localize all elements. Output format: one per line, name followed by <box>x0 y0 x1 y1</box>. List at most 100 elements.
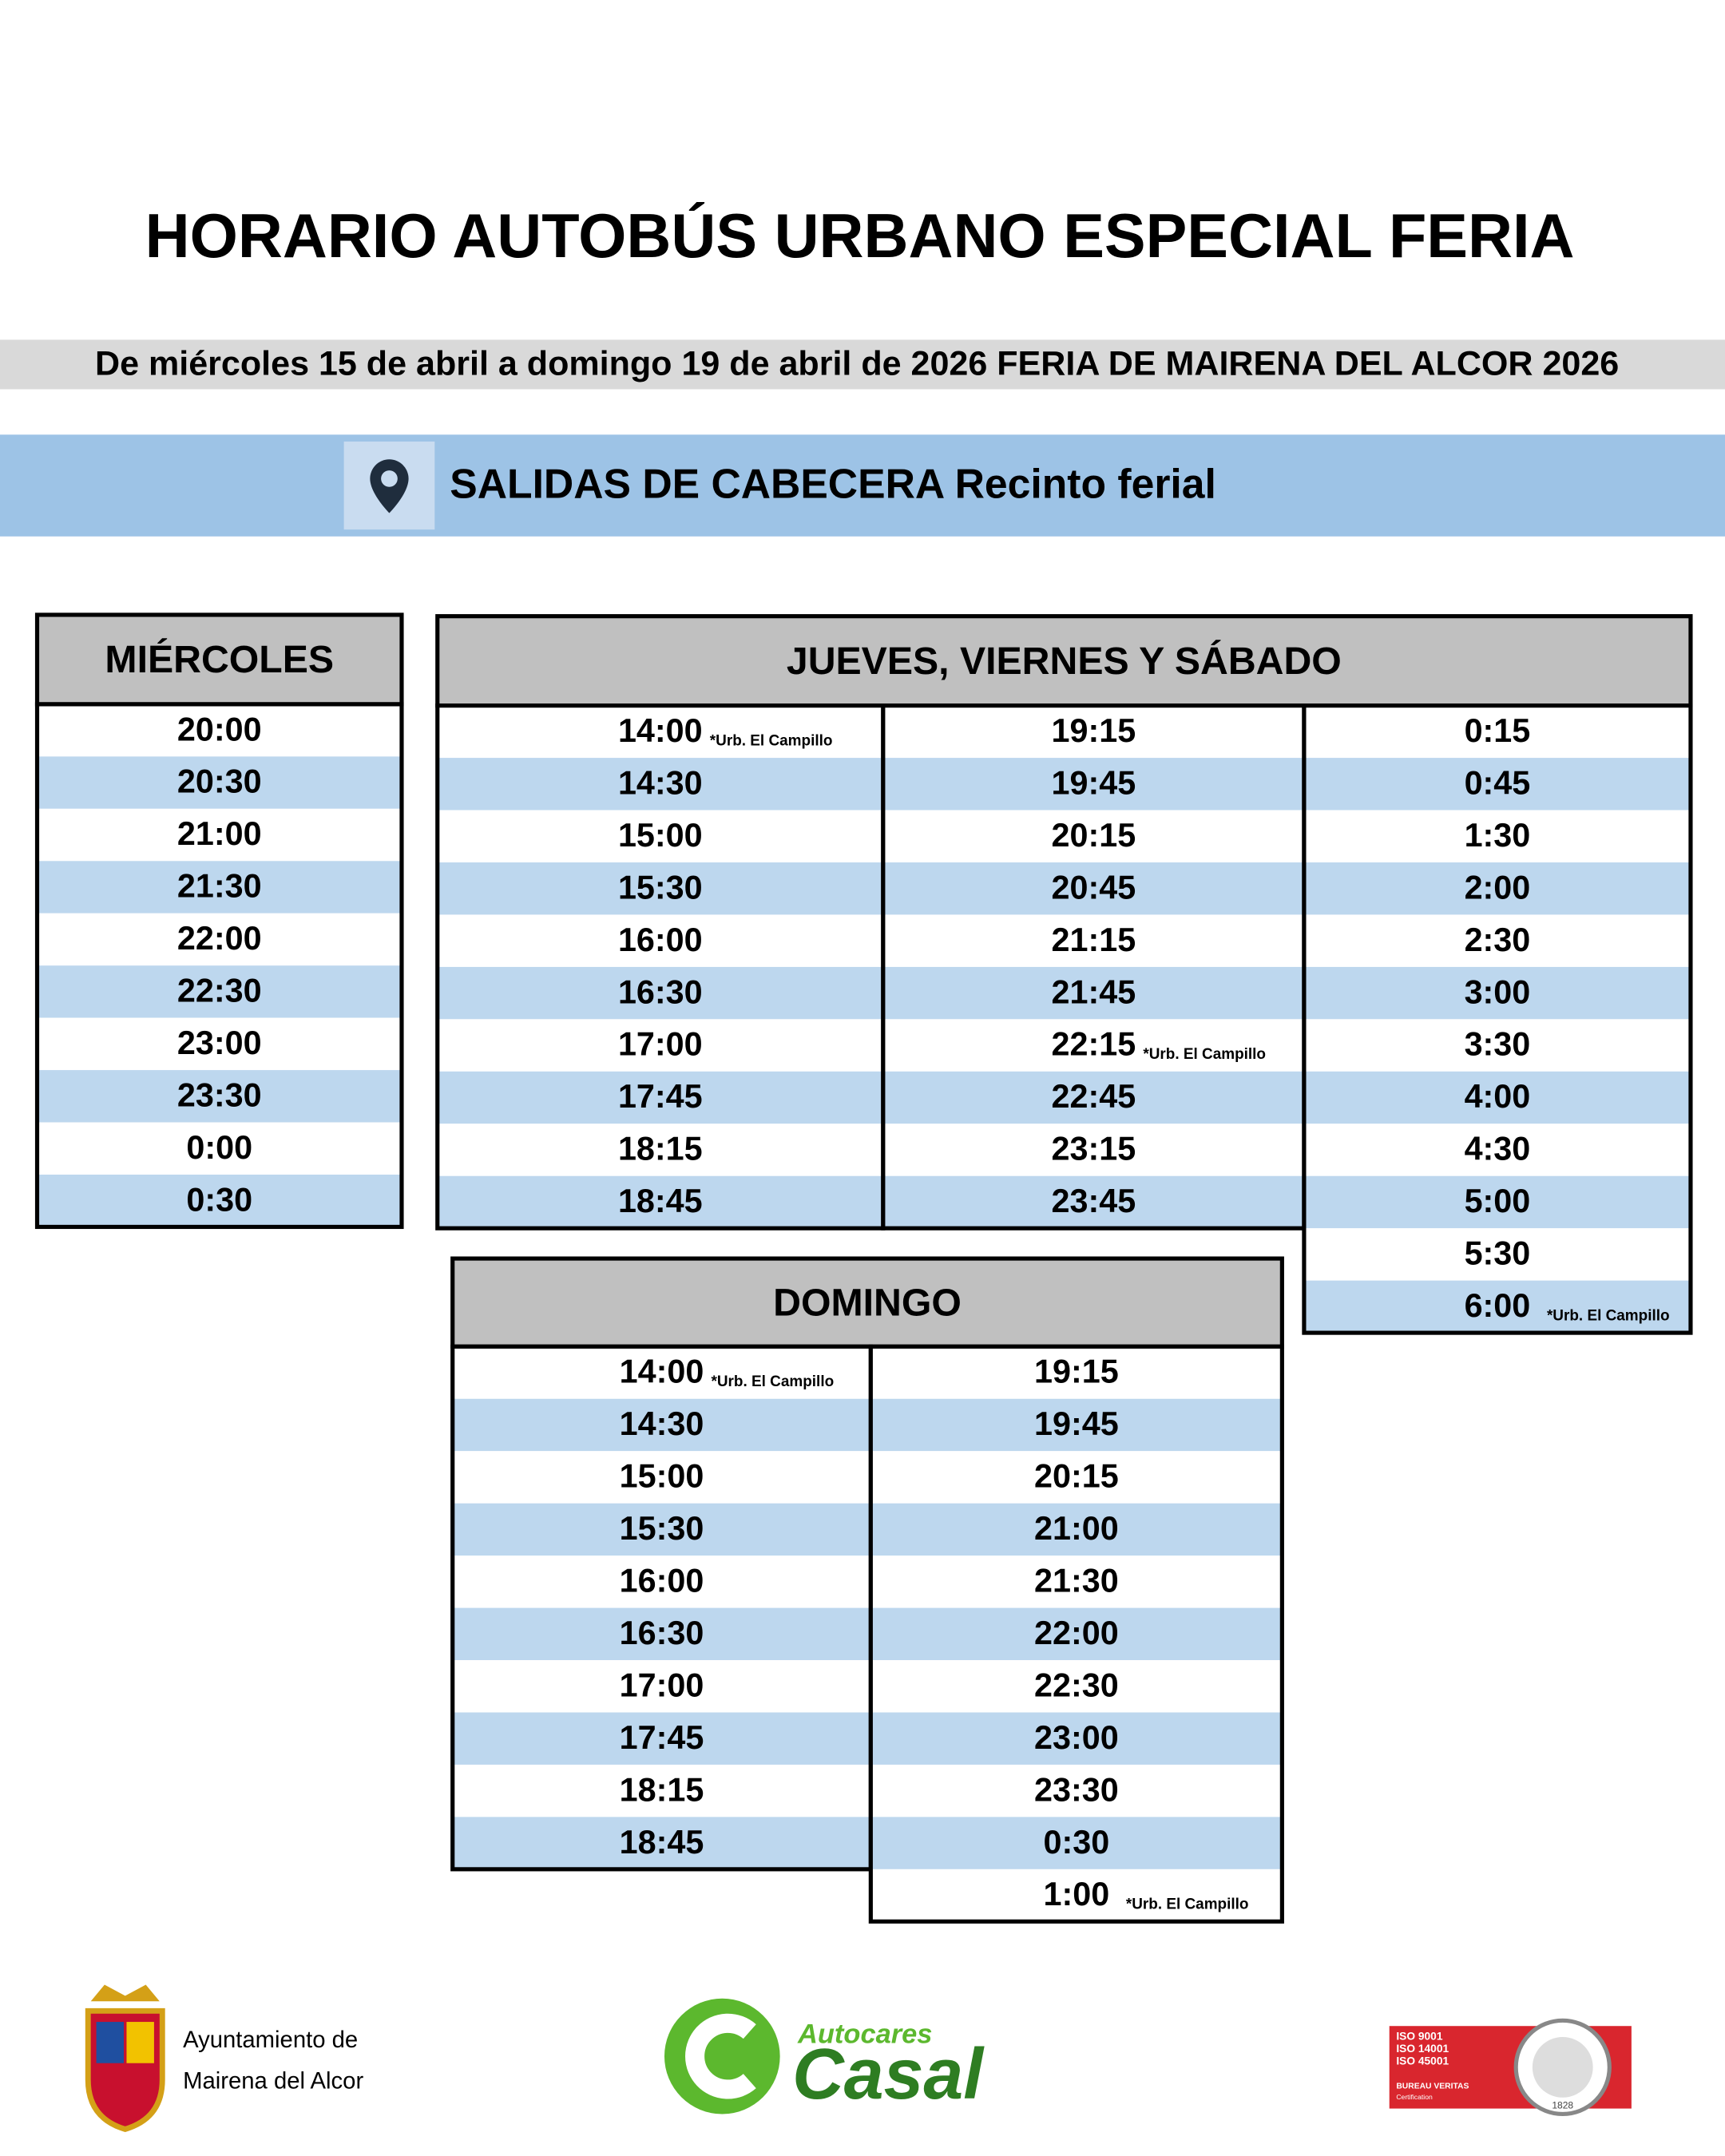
time: 15:30 <box>618 869 703 906</box>
time: 1:00 <box>1043 1876 1109 1912</box>
time: 23:30 <box>1034 1771 1119 1808</box>
time: 17:00 <box>618 1026 703 1063</box>
time: 23:00 <box>177 1024 262 1061</box>
time: 19:45 <box>1034 1405 1119 1442</box>
row <box>1303 966 1691 1020</box>
company-small: Autocares <box>797 2019 932 2049</box>
time: 2:30 <box>1465 921 1531 958</box>
row <box>1303 1019 1691 1072</box>
row <box>1303 1175 1691 1229</box>
row <box>1303 1124 1691 1176</box>
row <box>37 861 402 914</box>
time: 0:00 <box>186 1129 252 1166</box>
time: 15:00 <box>620 1458 704 1495</box>
row <box>870 1764 1283 1817</box>
time: 21:15 <box>1052 921 1136 958</box>
table-title: MIÉRCOLES <box>105 638 334 681</box>
row <box>882 758 1304 810</box>
time: 22:00 <box>177 920 262 957</box>
table-title: DOMINGO <box>773 1281 962 1324</box>
row <box>437 1175 883 1229</box>
row <box>882 1175 1304 1229</box>
date-band <box>0 339 1725 390</box>
row <box>452 1607 871 1661</box>
row <box>882 810 1304 862</box>
row <box>1303 914 1691 967</box>
time: 3:30 <box>1465 1026 1531 1063</box>
row <box>870 1451 1283 1504</box>
row <box>452 1712 871 1765</box>
row <box>1303 758 1691 810</box>
time-note: *Urb. El Campillo <box>1126 1896 1249 1913</box>
time: 6:00 <box>1465 1287 1531 1324</box>
column-border <box>34 702 404 1230</box>
row <box>882 1124 1304 1176</box>
row <box>37 1175 402 1227</box>
row <box>37 703 402 757</box>
time: 1:30 <box>1465 817 1531 854</box>
council-name: Mairena del Alcor <box>183 2068 363 2095</box>
time-note: *Urb. El Campillo <box>710 732 833 749</box>
row <box>882 862 1304 915</box>
time: 2:00 <box>1465 869 1531 906</box>
time: 0:15 <box>1465 712 1531 749</box>
row <box>452 1556 871 1608</box>
row <box>882 914 1304 967</box>
time: 21:30 <box>177 868 262 905</box>
row <box>882 705 1304 759</box>
row <box>870 1556 1283 1608</box>
cert-sub: Certification <box>1396 2093 1433 2101</box>
row <box>870 1346 1283 1399</box>
time: 18:15 <box>618 1131 703 1167</box>
cert-year: 1828 <box>1552 2099 1573 2110</box>
time: 18:45 <box>618 1183 703 1219</box>
row <box>1303 1071 1691 1124</box>
row <box>452 1398 871 1452</box>
row <box>882 966 1304 1020</box>
time: 16:00 <box>618 921 703 958</box>
time: 17:45 <box>618 1078 703 1115</box>
title: HORARIO AUTOBÚS URBANO ESPECIAL FERIA <box>145 202 1575 271</box>
time-note: *Urb. El Campillo <box>1143 1046 1266 1063</box>
row <box>882 1071 1304 1124</box>
row <box>870 1817 1283 1869</box>
row <box>1303 1280 1691 1334</box>
time: 22:45 <box>1052 1078 1136 1115</box>
location-icon <box>370 459 409 513</box>
time: 0:30 <box>186 1181 252 1218</box>
time: 22:30 <box>177 973 262 1009</box>
row <box>1303 862 1691 915</box>
cert-brand: BUREAU VERITAS <box>1396 2083 1469 2091</box>
table-header <box>34 612 404 707</box>
time: 3:00 <box>1465 973 1531 1010</box>
row <box>452 1764 871 1817</box>
time: 20:15 <box>1052 817 1136 854</box>
time: 16:30 <box>618 973 703 1010</box>
time: 17:45 <box>620 1719 704 1756</box>
stop-band <box>0 434 1725 537</box>
time: 19:15 <box>1034 1353 1119 1390</box>
time: 16:30 <box>620 1615 704 1651</box>
time: 14:00 <box>620 1353 704 1390</box>
row <box>37 965 402 1018</box>
row <box>437 1019 883 1072</box>
time: 4:00 <box>1465 1078 1531 1115</box>
time: 20:00 <box>177 711 262 747</box>
cert-line: ISO 14001 <box>1396 2043 1449 2055</box>
time: 22:30 <box>1034 1667 1119 1703</box>
cert-line: ISO 9001 <box>1396 2031 1443 2043</box>
time: 20:45 <box>1052 869 1136 906</box>
time: 23:15 <box>1052 1131 1136 1167</box>
row <box>870 1712 1283 1765</box>
row <box>37 808 402 862</box>
cert-line: ISO 45001 <box>1396 2055 1449 2067</box>
time: 23:45 <box>1052 1183 1136 1219</box>
row <box>437 810 883 862</box>
row <box>870 1503 1283 1556</box>
time: 0:30 <box>1043 1824 1109 1861</box>
time: 18:45 <box>620 1824 704 1861</box>
time: 16:00 <box>620 1563 704 1599</box>
row <box>870 1660 1283 1713</box>
time-note: *Urb. El Campillo <box>1547 1307 1670 1324</box>
time: 14:00 <box>618 712 703 749</box>
